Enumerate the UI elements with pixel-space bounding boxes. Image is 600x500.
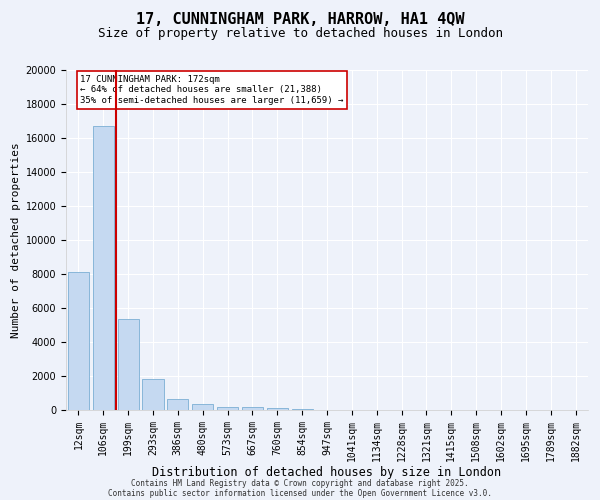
Text: Size of property relative to detached houses in London: Size of property relative to detached ho…: [97, 28, 503, 40]
Y-axis label: Number of detached properties: Number of detached properties: [11, 142, 22, 338]
X-axis label: Distribution of detached houses by size in London: Distribution of detached houses by size …: [152, 466, 502, 479]
Bar: [118, 319, 139, 410]
Text: 17 CUNNINGHAM PARK: 172sqm
← 64% of detached houses are smaller (21,388)
35% of : 17 CUNNINGHAM PARK: 172sqm ← 64% of deta…: [80, 75, 344, 105]
Bar: [68, 272, 89, 410]
Text: Contains HM Land Registry data © Crown copyright and database right 2025.: Contains HM Land Registry data © Crown c…: [131, 478, 469, 488]
Bar: [93, 126, 114, 410]
Bar: [142, 378, 164, 410]
Text: 17, CUNNINGHAM PARK, HARROW, HA1 4QW: 17, CUNNINGHAM PARK, HARROW, HA1 4QW: [136, 12, 464, 28]
Bar: [192, 404, 213, 410]
Text: Contains public sector information licensed under the Open Government Licence v3: Contains public sector information licen…: [108, 488, 492, 498]
Bar: [242, 408, 263, 410]
Bar: [167, 399, 188, 410]
Bar: [217, 406, 238, 410]
Bar: [267, 408, 288, 410]
